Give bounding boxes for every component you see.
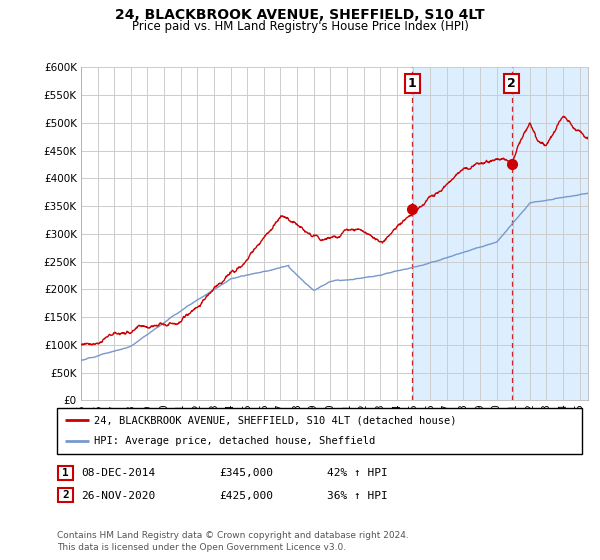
Text: £345,000: £345,000 <box>219 468 273 478</box>
Text: 24, BLACKBROOK AVENUE, SHEFFIELD, S10 4LT: 24, BLACKBROOK AVENUE, SHEFFIELD, S10 4L… <box>115 8 485 22</box>
Text: 08-DEC-2014: 08-DEC-2014 <box>81 468 155 478</box>
Text: 2: 2 <box>62 490 69 500</box>
Text: 2: 2 <box>508 77 516 90</box>
Text: 26-NOV-2020: 26-NOV-2020 <box>81 491 155 501</box>
Text: 1: 1 <box>408 77 416 90</box>
FancyBboxPatch shape <box>58 488 73 502</box>
Text: £425,000: £425,000 <box>219 491 273 501</box>
Text: HPI: Average price, detached house, Sheffield: HPI: Average price, detached house, Shef… <box>94 436 375 446</box>
Text: 36% ↑ HPI: 36% ↑ HPI <box>327 491 388 501</box>
Text: Contains HM Land Registry data © Crown copyright and database right 2024.
This d: Contains HM Land Registry data © Crown c… <box>57 531 409 552</box>
Text: 1: 1 <box>62 468 69 478</box>
Text: 42% ↑ HPI: 42% ↑ HPI <box>327 468 388 478</box>
Text: Price paid vs. HM Land Registry's House Price Index (HPI): Price paid vs. HM Land Registry's House … <box>131 20 469 32</box>
FancyBboxPatch shape <box>57 408 582 454</box>
FancyBboxPatch shape <box>58 465 73 480</box>
Bar <box>412 67 588 400</box>
Text: 24, BLACKBROOK AVENUE, SHEFFIELD, S10 4LT (detached house): 24, BLACKBROOK AVENUE, SHEFFIELD, S10 4L… <box>94 415 456 425</box>
